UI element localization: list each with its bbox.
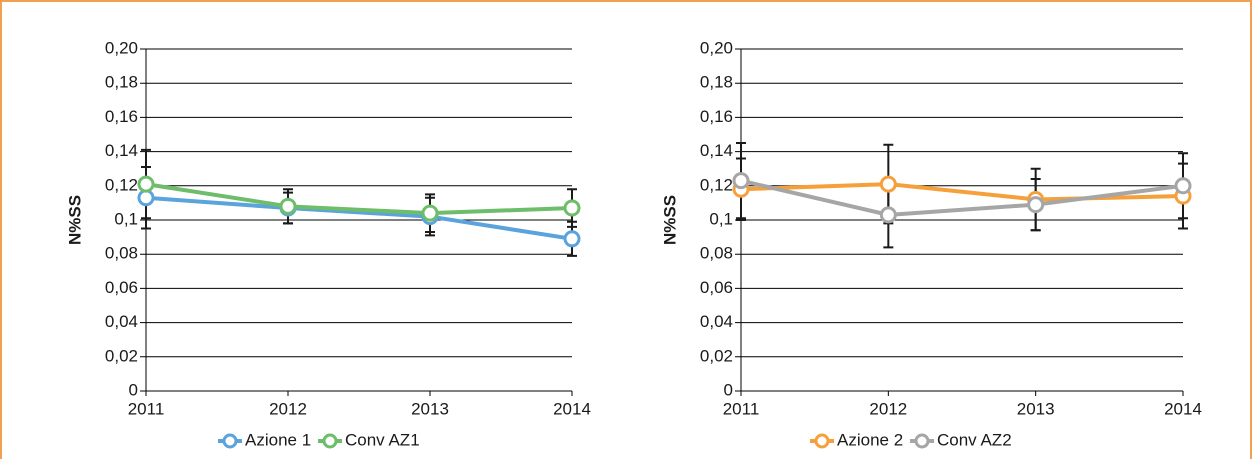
y-tick-label: 0,1 [114,209,138,228]
x-tick-label: 2012 [869,399,907,418]
point [137,175,155,193]
legend-label: Conv AZ1 [345,430,420,449]
legend-marker [322,433,338,449]
y-axis-label: N%SS [65,195,84,245]
y-tick-label: 0,06 [700,278,733,297]
legend-label: Conv AZ2 [937,430,1012,449]
x-tick-label: 2012 [269,399,307,418]
y-axis-label: N%SS [660,195,679,245]
y-tick-label: 0,08 [700,244,733,263]
legend-label: Azione 2 [837,430,903,449]
legend-marker [814,433,830,449]
point [732,172,750,190]
y-tick-label: 0,20 [700,38,733,57]
x-tick-label: 2011 [723,399,760,418]
y-tick-label: 0 [724,380,733,399]
y-tick-label: 0,04 [700,312,733,331]
y-tick-label: 0,08 [105,244,138,263]
legend-marker [222,433,238,449]
legend-label: Azione 1 [245,430,311,449]
y-tick-label: 0,02 [105,346,138,365]
x-tick-label: 2011 [128,399,165,418]
point [563,230,581,248]
y-tick-label: 0,02 [700,346,733,365]
y-tick-label: 0,14 [700,141,733,160]
series-line [740,182,1184,202]
y-tick-label: 0,1 [709,209,733,228]
y-tick-label: 0,18 [700,73,733,92]
y-tick-label: 0,04 [105,312,138,331]
y-tick-label: 0,06 [105,278,138,297]
y-tick-label: 0 [129,380,138,399]
series-line [145,195,573,241]
y-tick-label: 0,12 [105,175,138,194]
point [421,204,439,222]
legend-marker [914,433,930,449]
x-tick-label: 2014 [1164,399,1202,418]
point [879,206,897,224]
y-tick-label: 0,12 [700,175,733,194]
series-line [145,182,573,216]
point [879,175,897,193]
point [1174,177,1192,195]
point [563,199,581,217]
point [137,189,155,207]
y-tick-label: 0,16 [700,107,733,126]
y-tick-label: 0,14 [105,141,138,160]
x-tick-label: 2013 [1017,399,1055,418]
point [1027,196,1045,214]
y-tick-label: 0,20 [105,38,138,57]
x-tick-label: 2013 [411,399,449,418]
point [279,197,297,215]
x-tick-label: 2014 [553,399,591,418]
y-tick-label: 0,16 [105,107,138,126]
y-tick-label: 0,18 [105,73,138,92]
series-line [740,178,1184,217]
